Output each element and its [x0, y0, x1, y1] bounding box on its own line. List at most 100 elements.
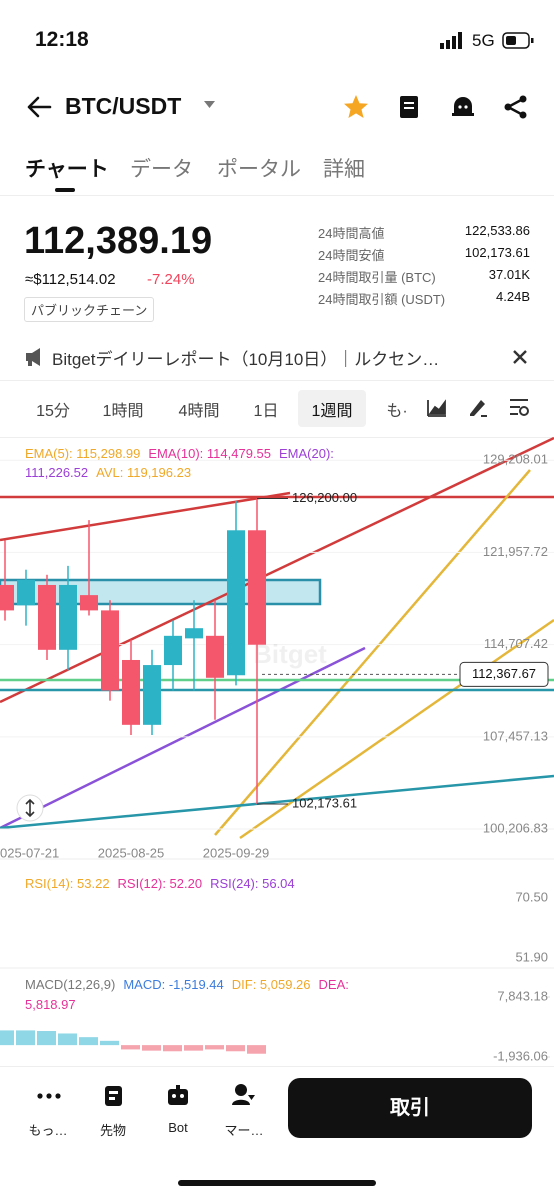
histogram-bar: [121, 1045, 140, 1050]
approx-price: ≈$112,514.02: [25, 271, 116, 288]
divider: [0, 1066, 554, 1067]
x-tick-label: 2025-09-29: [203, 845, 270, 860]
legend-entry: EMA(10): 114,479.55: [148, 446, 272, 461]
y-tick-label: 100,206.83: [483, 820, 548, 835]
timeframe-selected-bg: [298, 390, 366, 427]
nav-icon[interactable]: [36, 1086, 62, 1106]
scale-handle-icon: [25, 798, 35, 818]
tab[interactable]: ポータル: [217, 158, 301, 181]
indicator-icon[interactable]: [426, 398, 448, 418]
banner-close[interactable]: [512, 349, 528, 365]
y-tick-label: 7,843.18: [497, 988, 548, 1003]
drawn-line: [0, 774, 554, 830]
settings-icon[interactable]: [508, 397, 530, 417]
back-button[interactable]: [26, 95, 52, 119]
draw-icon[interactable]: [467, 396, 489, 418]
legend-entry: EMA(20): 111,226.52: [25, 446, 334, 480]
annotation-label: 102,173.61: [292, 795, 357, 810]
drawn-line: [0, 436, 554, 704]
histogram-bar: [163, 1045, 182, 1052]
candle-body: [80, 595, 98, 611]
current-price-label: 112,367.67: [472, 666, 536, 681]
timeframe[interactable]: も·: [386, 403, 408, 420]
candle-body: [206, 635, 224, 678]
trade-button[interactable]: 取引: [288, 1078, 532, 1138]
timeframe[interactable]: 15分: [36, 403, 70, 420]
histogram-bar: [205, 1045, 224, 1050]
ema-legend: EMA(5): 115,298.99 EMA(10): 114,479.55 EMA…: [25, 444, 385, 482]
timeframe[interactable]: 1日: [253, 403, 279, 420]
nav-label[interactable]: マー…: [224, 1123, 264, 1138]
candle-body: [164, 635, 182, 666]
legend-entry: MACD(12,26,9): [25, 977, 116, 992]
histogram-bar: [247, 1045, 266, 1054]
candle-body: [0, 584, 14, 611]
status-time: 12:18: [35, 28, 89, 51]
candle-body: [59, 584, 77, 650]
nav-icon[interactable]: [166, 1085, 190, 1107]
y-tick-label: 107,457.13: [483, 728, 548, 743]
legend-entry: DIF: 5,059.26: [231, 977, 311, 992]
rsi-legend: RSI(14): 53.22 RSI(12): 52.20 RSI(24): 56.…: [25, 876, 303, 891]
pair-title[interactable]: BTC/USDT: [65, 93, 182, 119]
timeframe[interactable]: 4時間: [178, 403, 220, 420]
nav-icon[interactable]: [231, 1083, 257, 1107]
nav-icon[interactable]: [103, 1085, 125, 1107]
divider: [0, 195, 554, 196]
y-tick-label: 114,707.42: [484, 636, 548, 651]
candle-body: [185, 628, 203, 639]
histogram-bar: [16, 1030, 35, 1046]
drawn-line: [214, 469, 531, 836]
favorite-icon[interactable]: [343, 94, 369, 120]
network: 5G: [472, 31, 495, 50]
x-tick-label: 2025-08-25: [98, 845, 165, 860]
y-tick-label: -1,936.06: [493, 1048, 548, 1063]
nav-label[interactable]: Bot: [168, 1120, 188, 1135]
candle-body: [17, 579, 35, 606]
candle-body: [38, 584, 56, 650]
signal-icon: [440, 32, 462, 49]
y-tick-label: 129,208.01: [483, 452, 548, 467]
tab[interactable]: データ: [130, 158, 193, 181]
battery-icon: [502, 32, 534, 49]
histogram-bar: [142, 1045, 161, 1051]
stat-value: 102,173.61: [464, 245, 530, 260]
pair-caret[interactable]: [204, 101, 216, 109]
tab[interactable]: 詳細: [323, 158, 365, 181]
rsi-axis-label: 51.90: [515, 949, 548, 964]
alert-icon[interactable]: [450, 94, 476, 120]
x-tick-label: 2025-07-21: [0, 845, 59, 860]
histogram-bar: [0, 1030, 14, 1046]
share-icon[interactable]: [503, 94, 529, 120]
legend-entry: AVL: 119,196.23: [96, 465, 192, 480]
histogram-bar: [226, 1045, 245, 1052]
legend-entry: DEA: 5,818.97: [25, 977, 349, 1012]
legend-entry: RSI(12): 52.20: [117, 876, 203, 891]
macd-legend: MACD(12,26,9) MACD: -1,519.44 DIF: 5,059.2…: [25, 975, 405, 1015]
stat-label: 24時間安値: [318, 248, 385, 263]
last-price: 112,389.19: [24, 220, 213, 262]
chart: 129,208.01 121,957.72 114,707.42 107,457.13…: [0, 436, 554, 1063]
histogram-bar: [100, 1040, 119, 1046]
nav-label[interactable]: もっ…: [28, 1123, 68, 1138]
tab-indicator: [55, 188, 75, 192]
notes-icon[interactable]: [398, 94, 420, 120]
candle-body: [227, 530, 245, 676]
tab[interactable]: チャート: [25, 158, 109, 181]
histogram-bar: [184, 1045, 203, 1051]
histogram-bar: [58, 1033, 77, 1046]
banner-text[interactable]: Bitgetデイリーレポート（10月10日）｜ルクセン…: [52, 350, 440, 369]
stat-value: 122,533.86: [464, 223, 530, 238]
timeframe[interactable]: 1時間: [102, 403, 144, 420]
legend-entry: EMA(5): 115,298.99: [25, 446, 141, 461]
y-tick-label: 121,957.72: [483, 544, 548, 559]
tag[interactable]: パブリックチェーン: [24, 297, 155, 322]
histogram-bar: [79, 1037, 98, 1046]
histogram-bar: [37, 1031, 56, 1046]
divider: [0, 437, 554, 438]
legend-entry: RSI(24): 56.04: [210, 876, 295, 891]
stat-value: 4.24B: [496, 289, 530, 304]
nav-label[interactable]: 先物: [99, 1123, 126, 1138]
timeframe[interactable]: 1週間: [311, 403, 353, 420]
stat-label: 24時間取引額 (USDT): [318, 292, 446, 307]
